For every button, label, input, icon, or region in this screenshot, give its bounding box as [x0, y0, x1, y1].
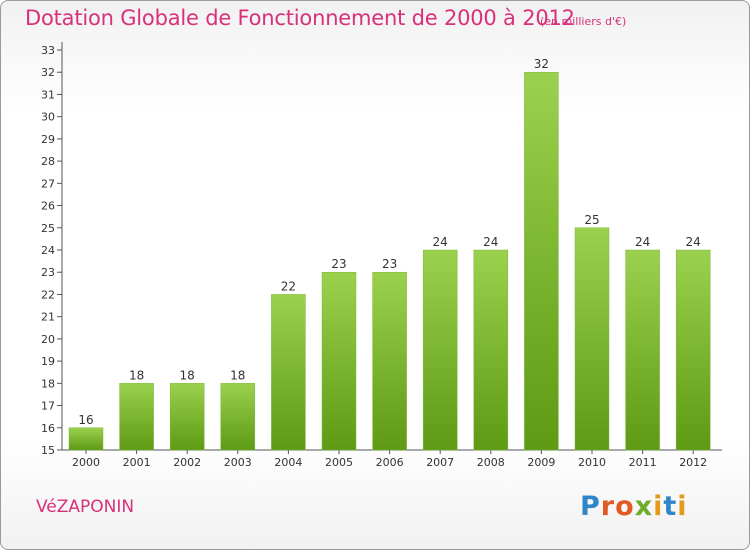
y-axis: 15 16 17 18 19 20 21 22 23 24 25 26 27 28 29 30 31 32 33	[41, 42, 63, 457]
bar-value-label: 18	[230, 368, 245, 382]
bar-value-label: 18	[129, 368, 144, 382]
y-tick-label: 15	[41, 444, 55, 457]
x-tick-label: 2002	[173, 456, 201, 469]
bar-value-label: 24	[635, 235, 650, 249]
y-tick-label: 23	[41, 266, 55, 279]
chart-title: Dotation Globale de Fonctionnement de 20…	[25, 6, 575, 30]
bar-2003	[220, 383, 256, 451]
proxiti-logo: Proxiti	[580, 491, 688, 521]
bar-value-label: 18	[180, 368, 195, 382]
y-tick-label: 20	[41, 333, 55, 346]
bar-2010	[574, 227, 610, 451]
bar-2001	[119, 383, 154, 451]
bar-2012	[675, 249, 711, 451]
bar-2007	[422, 249, 458, 451]
x-tick-label: 2008	[477, 456, 505, 469]
svg-text:Proxiti: Proxiti	[580, 491, 688, 521]
x-tick-label: 2009	[527, 456, 555, 469]
bar-value-label: 32	[534, 57, 549, 71]
y-tick-label: 32	[41, 66, 55, 79]
chart-subtitle: (en milliers d'€)	[540, 15, 627, 28]
bar-2000	[68, 427, 104, 451]
x-tick-label: 2006	[376, 456, 404, 469]
x-tick-label: 2001	[123, 456, 151, 469]
y-tick-label: 27	[41, 177, 55, 190]
bar-value-label: 25	[584, 213, 599, 227]
y-tick-label: 28	[41, 155, 55, 168]
commune-name: VéZAPONIN	[36, 497, 135, 517]
x-tick-label: 2007	[426, 456, 454, 469]
y-tick-label: 16	[41, 422, 55, 435]
bar-value-label: 24	[433, 235, 448, 249]
bar-2009	[524, 71, 559, 451]
x-axis: 2000 2001 2002 2003 2004 2005 2006 2007 2008 2009…	[62, 449, 722, 469]
y-tick-label: 22	[41, 288, 55, 301]
y-tick-label: 24	[41, 244, 55, 257]
bar-2011	[625, 249, 660, 451]
x-tick-label: 2012	[679, 456, 707, 469]
y-tick-label: 31	[41, 88, 55, 101]
bar-value-label: 23	[382, 257, 397, 271]
bar-value-label: 24	[686, 235, 701, 249]
y-tick-label: 17	[41, 400, 55, 413]
bar-value-label: 23	[331, 257, 346, 271]
bar-value-label: 22	[281, 279, 296, 293]
x-tick-label: 2000	[72, 456, 100, 469]
bar-2008	[473, 249, 509, 451]
bar-value-label: 24	[483, 235, 498, 249]
y-tick-label: 33	[41, 44, 55, 57]
x-tick-label: 2011	[629, 456, 657, 469]
y-tick-label: 30	[41, 111, 55, 124]
bar-value-label: 16	[78, 413, 93, 427]
x-tick-label: 2003	[224, 456, 252, 469]
y-tick-label: 18	[41, 377, 55, 390]
y-tick-label: 21	[41, 311, 55, 324]
bar-2005	[321, 271, 357, 451]
bar-2004	[271, 294, 306, 451]
y-tick-label: 26	[41, 200, 55, 213]
y-tick-label: 19	[41, 355, 55, 368]
bar-2006	[372, 271, 407, 451]
y-tick-label: 25	[41, 222, 55, 235]
x-tick-label: 2005	[325, 456, 353, 469]
x-tick-label: 2010	[578, 456, 606, 469]
bars: 16 18 18 18 22 23 23 24 24 32 25 24 24	[68, 57, 711, 451]
x-tick-label: 2004	[274, 456, 302, 469]
y-tick-label: 29	[41, 133, 55, 146]
bar-2002	[169, 383, 205, 451]
